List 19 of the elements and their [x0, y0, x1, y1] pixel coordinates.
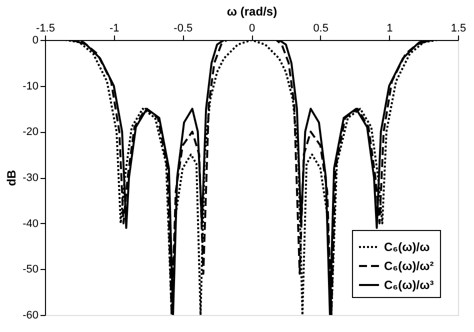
y-tick-label: -60	[22, 310, 38, 322]
x-tick-label: 1.5	[450, 22, 466, 34]
x-axis-title: ω (rad/s)	[226, 4, 278, 18]
x-tick-label: -1.5	[36, 22, 55, 34]
y-tick-label: -10	[22, 80, 38, 92]
y-tick-label: -30	[22, 172, 38, 184]
x-tick-label: -1	[109, 22, 120, 34]
x-tick-label: 1	[386, 22, 393, 34]
x-tick-label: -0.5	[174, 22, 193, 34]
legend-label: C₆(ω)/ω²	[384, 259, 434, 273]
x-tick-label: 0.5	[313, 22, 328, 34]
y-tick-label: -50	[22, 264, 38, 276]
y-tick-label: -20	[22, 126, 38, 138]
y-tick-label: -40	[22, 218, 38, 230]
legend-label: C₆(ω)/ω	[384, 240, 430, 254]
x-tick-label: 0	[248, 22, 256, 34]
y-axis-title: dB	[4, 170, 19, 186]
legend-label: C₆(ω)/ω³	[384, 278, 434, 292]
y-tick-label: 0	[32, 34, 38, 46]
